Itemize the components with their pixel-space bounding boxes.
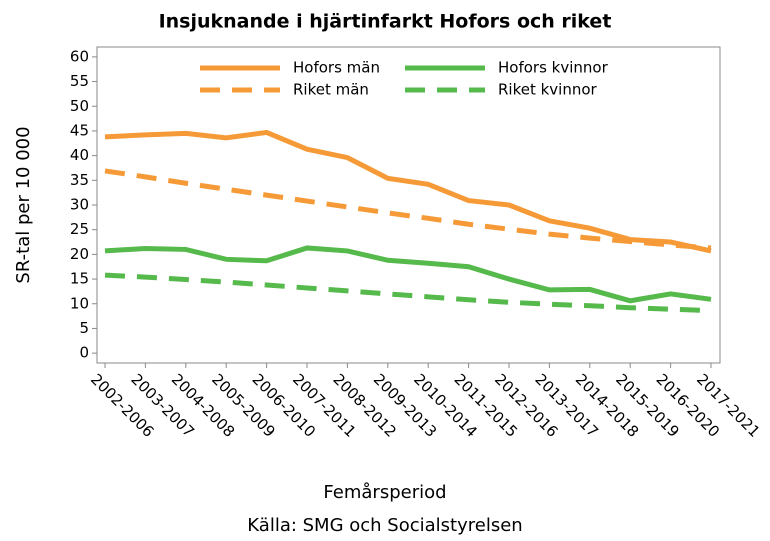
legend-label: Hofors kvinnor — [498, 59, 609, 77]
y-tick-label: 55 — [70, 72, 89, 90]
series-line — [104, 245, 712, 304]
legend-label: Riket män — [293, 81, 369, 99]
y-axis-label: SR-tal per 10 000 — [13, 126, 34, 283]
y-tick-label: 5 — [79, 319, 89, 337]
legend-label: Hofors män — [293, 59, 380, 77]
y-tick-label: 15 — [70, 270, 89, 288]
series-line — [104, 272, 712, 314]
y-tick-label: 0 — [79, 344, 89, 362]
x-axis-label: Femårsperiod — [323, 482, 446, 503]
y-tick-label: 30 — [70, 196, 89, 214]
chart-title: Insjuknande i hjärtinfarkt Hofors och ri… — [159, 11, 612, 33]
y-tick-label: 10 — [70, 294, 89, 312]
legend-label: Riket kvinnor — [498, 81, 598, 99]
plot-area — [96, 46, 721, 364]
y-tick-label: 40 — [70, 146, 89, 164]
y-tick-label: 35 — [70, 171, 89, 189]
series-line — [104, 168, 712, 251]
series-line — [104, 129, 712, 254]
caption: Källa: SMG och Socialstyrelsen — [247, 515, 522, 536]
y-tick-label: 25 — [70, 220, 89, 238]
y-tick-label: 45 — [70, 121, 89, 139]
y-tick-label: 50 — [70, 97, 89, 115]
y-tick-label: 60 — [70, 47, 89, 65]
y-tick-label: 20 — [70, 245, 89, 263]
